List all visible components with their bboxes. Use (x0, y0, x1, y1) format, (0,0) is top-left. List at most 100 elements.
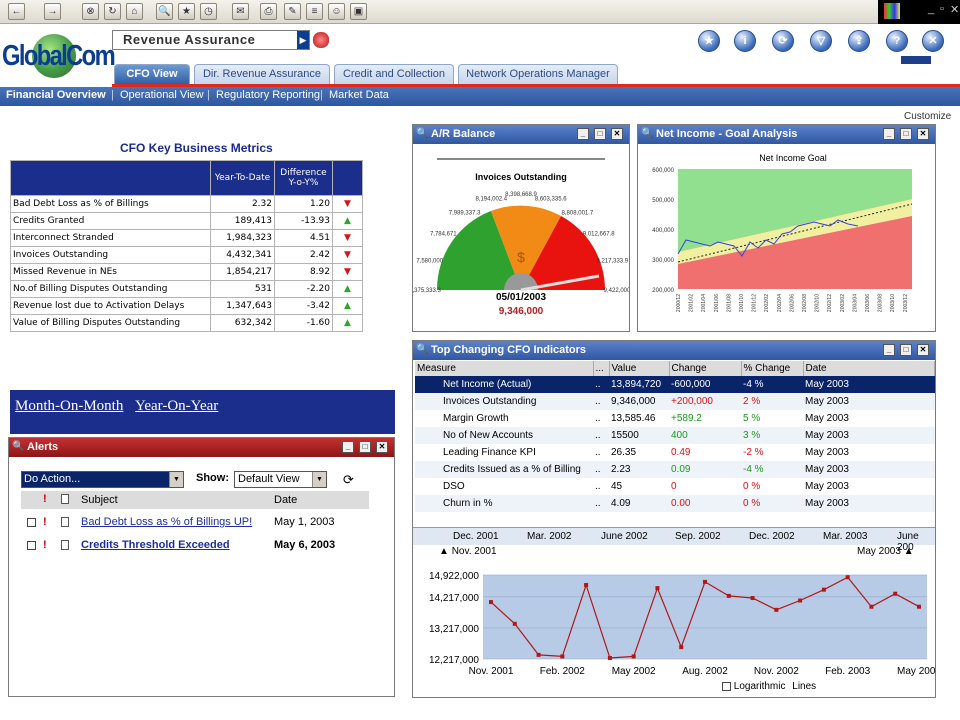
indicator-row[interactable]: Net Income (Actual) .. 13,894,720 -600,0… (415, 376, 935, 393)
data-point[interactable] (512, 621, 517, 626)
help-icon[interactable]: ? (886, 30, 908, 52)
data-point[interactable] (893, 591, 898, 596)
edit-icon[interactable]: ✎ (284, 3, 301, 20)
data-point[interactable] (726, 593, 731, 598)
data-point[interactable] (821, 587, 826, 592)
sync-icon[interactable]: ⟳ (772, 30, 794, 52)
window-icon[interactable]: ▣ (350, 3, 367, 20)
data-point[interactable] (536, 652, 541, 657)
data-point[interactable] (607, 655, 612, 660)
maximize-icon[interactable]: □ (359, 441, 371, 453)
customize-link[interactable]: Customize (904, 111, 952, 122)
tab-network-ops[interactable]: Network Operations Manager (458, 64, 618, 84)
col-more[interactable]: ... (593, 361, 610, 376)
minimize-icon[interactable]: _ (577, 128, 589, 140)
maximize-icon[interactable]: □ (900, 344, 912, 356)
minimize-icon[interactable]: _ (883, 344, 895, 356)
discuss-icon[interactable]: ≡ (306, 3, 323, 20)
indicator-row[interactable]: Margin Growth .. 13,585.46 +589.2 5 % Ma… (415, 410, 935, 427)
tab-cfo-view[interactable]: CFO View (114, 64, 190, 84)
restore-icon[interactable]: ▫ (940, 3, 944, 15)
lines-option[interactable]: Lines (792, 681, 817, 692)
messenger-icon[interactable]: ☺ (328, 3, 345, 20)
subnav-regulatory-reporting[interactable]: Regulatory Reporting (216, 89, 320, 101)
action-dropdown[interactable]: Do Action... ▼ (21, 471, 184, 488)
data-point[interactable] (774, 607, 779, 612)
home-icon[interactable]: ⌂ (126, 3, 143, 20)
filter-icon[interactable]: ▽ (810, 30, 832, 52)
data-point[interactable] (798, 598, 803, 603)
year-on-year-link[interactable]: Year-On-Year (135, 398, 219, 414)
timeline-strip[interactable]: Dec. 2001 Mar. 2002 June 2002 Sep. 2002 … (413, 527, 935, 553)
col-subject[interactable]: Subject (81, 494, 118, 506)
col-date[interactable]: Date (274, 494, 298, 506)
data-point[interactable] (489, 600, 493, 605)
data-point[interactable] (655, 586, 660, 591)
data-point[interactable] (631, 654, 636, 659)
close-icon[interactable]: ✕ (376, 441, 388, 453)
indicator-row[interactable]: No of New Accounts .. 15500 400 3 % May … (415, 427, 935, 444)
info-icon[interactable]: i (734, 30, 756, 52)
indicator-row[interactable]: Credits Issued as a % of Billing .. 2.23… (415, 461, 935, 478)
col-measure[interactable]: Measure (415, 361, 594, 376)
indicator-row[interactable]: Invoices Outstanding .. 9,346,000 +200,0… (415, 393, 935, 410)
chevron-right-icon[interactable]: ▶ (297, 31, 309, 49)
data-point[interactable] (679, 645, 684, 650)
data-point[interactable] (560, 654, 565, 659)
alert-checkbox[interactable] (27, 518, 36, 527)
export-icon[interactable]: ⇪ (848, 30, 870, 52)
col-change[interactable]: Change (669, 361, 742, 376)
metrics-row: Invoices Outstanding 4,432,341 2.42 ▼ (10, 246, 363, 264)
data-point[interactable] (869, 604, 874, 609)
alert-checkbox[interactable] (27, 541, 36, 550)
logarithmic-checkbox[interactable] (722, 681, 731, 691)
data-point[interactable] (584, 582, 589, 587)
close-icon[interactable]: ✕ (917, 344, 929, 356)
favorites-icon[interactable]: ★ (178, 3, 195, 20)
subnav-financial-overview[interactable]: Financial Overview (6, 89, 106, 101)
minimize-icon[interactable]: _ (342, 441, 354, 453)
subnav-operational-view[interactable]: Operational View (120, 89, 204, 101)
indicator-row[interactable]: Churn in % .. 4.09 0.00 0 % May 2003 (415, 495, 935, 512)
close-icon[interactable]: ✕ (917, 128, 929, 140)
mail-icon[interactable]: ✉ (232, 3, 249, 20)
back-icon[interactable]: ← (8, 3, 25, 20)
minimize-icon[interactable]: _ (883, 128, 895, 140)
close-icon[interactable]: ✕ (922, 30, 944, 52)
chevron-down-icon[interactable]: ▼ (169, 472, 183, 487)
history-icon[interactable]: ◷ (200, 3, 217, 20)
alert-subject-link[interactable]: Bad Debt Loss as % of Billings UP! (81, 516, 253, 528)
tab-dir-revenue-assurance[interactable]: Dir. Revenue Assurance (194, 64, 330, 84)
close-window-icon[interactable]: ✕ (950, 4, 960, 16)
data-point[interactable] (750, 596, 755, 601)
indicator-pct: 0 % (743, 481, 761, 492)
close-icon[interactable]: ✕ (611, 128, 623, 140)
stop-icon[interactable]: ⊗ (82, 3, 99, 20)
data-point[interactable] (703, 579, 707, 584)
maximize-icon[interactable]: □ (594, 128, 606, 140)
col-value[interactable]: Value (609, 361, 670, 376)
month-on-month-link[interactable]: Month-On-Month (15, 398, 124, 414)
search-icon[interactable]: 🔍 (156, 3, 173, 20)
range-start-label: ▲ Nov. 2001 (439, 546, 497, 557)
data-point[interactable] (917, 604, 921, 609)
favorite-icon[interactable]: ★ (698, 30, 720, 52)
alert-subject-link[interactable]: Credits Threshold Exceeded (81, 539, 230, 551)
data-point[interactable] (845, 575, 850, 580)
col-date[interactable]: Date (803, 361, 935, 376)
subnav-market-data[interactable]: Market Data (329, 89, 389, 101)
print-icon[interactable]: ⎙ (260, 3, 277, 20)
chevron-down-icon[interactable]: ▼ (312, 472, 326, 487)
indicator-row[interactable]: DSO .. 45 0 0 % May 2003 (415, 478, 935, 495)
minimize-icon[interactable]: _ (928, 3, 935, 15)
tab-credit-collection[interactable]: Credit and Collection (334, 64, 454, 84)
forward-icon[interactable]: → (44, 3, 61, 20)
col-pct-change[interactable]: % Change (741, 361, 804, 376)
indicator-row[interactable]: Leading Finance KPI .. 26.35 0.49 -2 % M… (415, 444, 935, 461)
view-dropdown[interactable]: Default View ▼ (234, 471, 327, 488)
refresh-icon[interactable]: ↻ (104, 3, 121, 20)
maximize-icon[interactable]: □ (900, 128, 912, 140)
report-selector[interactable]: Revenue Assurance ▶ (112, 30, 310, 50)
logarithmic-option[interactable]: Logarithmic Lines (722, 681, 816, 692)
refresh-icon[interactable]: ⟳ (343, 472, 354, 487)
